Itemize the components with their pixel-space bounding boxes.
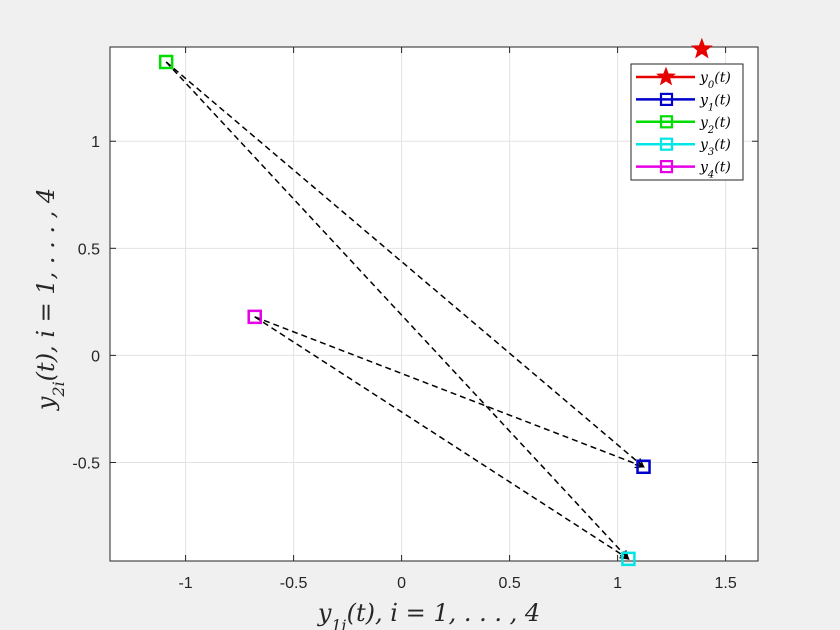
legend-label: y0​(t) bbox=[699, 70, 731, 91]
data-markers bbox=[158, 37, 713, 567]
y-tick-label: 0 bbox=[91, 348, 100, 365]
legend-square-marker bbox=[659, 137, 674, 151]
axis-ticks: -1 -0.5 0 0.5 1 1.5 -0.5 0 0.5 1 bbox=[72, 47, 758, 592]
legend-star-marker bbox=[656, 66, 676, 86]
series-point-square bbox=[158, 54, 174, 70]
legend-square-marker bbox=[659, 92, 674, 107]
legend-label: y3​(t) bbox=[699, 137, 731, 158]
x-tick-label: 1 bbox=[613, 575, 622, 592]
y-axis-label: y2i​(t), i = 1, . . . , 4 bbox=[32, 188, 68, 411]
series-point-square bbox=[247, 309, 262, 325]
x-tick-label: 1.5 bbox=[714, 575, 736, 592]
plot-frame bbox=[109, 46, 759, 562]
legend-label: y2​(t) bbox=[699, 115, 731, 136]
legend: y0​(t)y1​(t)y2​(t)y3​(t)y4​(t) bbox=[630, 63, 744, 181]
link-line bbox=[165, 61, 645, 468]
series-point-square bbox=[621, 551, 636, 567]
x-tick-label: 0 bbox=[397, 575, 406, 592]
dashed-links bbox=[165, 61, 645, 560]
x-tick-label: -1 bbox=[178, 575, 192, 592]
series-point-star bbox=[690, 37, 713, 59]
legend-label: y1​(t) bbox=[699, 92, 731, 113]
y-tick-label: 1 bbox=[91, 134, 100, 151]
y-tick-label: 0.5 bbox=[78, 241, 100, 258]
legend-square-marker bbox=[659, 160, 674, 174]
link-line bbox=[254, 316, 629, 560]
link-line bbox=[165, 61, 629, 560]
legend-square-marker bbox=[659, 115, 674, 129]
x-tick-label: 0.5 bbox=[498, 575, 520, 592]
legend-label: y4​(t) bbox=[699, 160, 731, 181]
axis-labels: y1i​(t), i = 1, . . . , 4 y2i​(t), i = 1,… bbox=[32, 188, 540, 630]
x-axis-label: y1i​(t), i = 1, . . . , 4 bbox=[317, 599, 540, 630]
y-tick-label: -0.5 bbox=[72, 455, 100, 472]
series-point-square bbox=[636, 459, 651, 475]
x-tick-label: -0.5 bbox=[280, 575, 308, 592]
